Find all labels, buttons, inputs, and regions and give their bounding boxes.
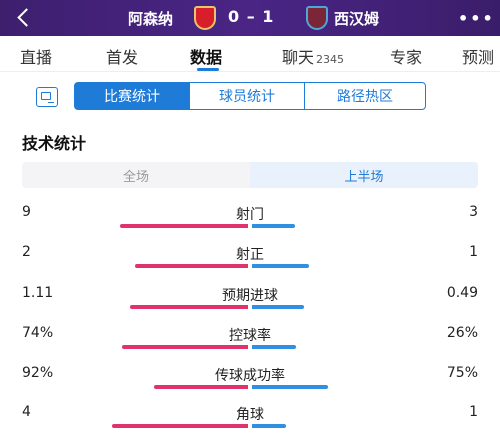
stat-home-value: 2 — [22, 244, 31, 260]
more-icon[interactable]: ••• — [458, 9, 495, 28]
away-bar — [252, 224, 295, 228]
stat-away-value: 75% — [446, 365, 478, 381]
stat-home-value: 1.11 — [22, 285, 54, 301]
home-bar — [122, 345, 248, 349]
stat-label: 角球 — [236, 407, 264, 423]
stat-row: 92% 传球成功率 75% — [0, 365, 500, 405]
match-header: 阿森纳 0 – 1 西汉姆 ••• — [0, 0, 500, 36]
stat-row: 74% 控球率 26% — [0, 325, 500, 365]
match-score: 0 – 1 — [228, 7, 275, 26]
stat-home-value: 74% — [22, 325, 54, 341]
tab-prediction[interactable]: 预测 — [462, 48, 495, 67]
chat-count: 2345 — [316, 53, 345, 66]
tab-chat[interactable]: 聊天 2345 — [282, 48, 345, 67]
tab-live[interactable]: 直播 — [20, 48, 53, 67]
segment-heatmap[interactable]: 路径热区 — [304, 82, 426, 110]
tab-lineup[interactable]: 首发 — [106, 48, 139, 67]
away-bar — [252, 385, 328, 389]
screenshot-icon[interactable] — [36, 87, 58, 107]
home-bar — [120, 224, 248, 228]
back-arrow-icon[interactable] — [14, 7, 36, 29]
section-title: 技术统计 — [22, 134, 87, 153]
home-bar — [130, 305, 248, 309]
home-bar — [135, 264, 248, 268]
home-team-name: 阿森纳 — [128, 10, 174, 28]
stat-label: 传球成功率 — [215, 368, 285, 384]
stat-home-value: 4 — [22, 404, 31, 420]
stat-row: 2 射正 1 — [0, 244, 500, 284]
segment-match-stats[interactable]: 比赛统计 — [74, 82, 190, 110]
stat-row: 4 角球 1 — [0, 404, 500, 440]
away-bar — [252, 424, 286, 428]
period-full-match[interactable]: 全场 — [122, 169, 149, 185]
stat-home-value: 92% — [22, 365, 54, 381]
period-toggle: 全场 上半场 — [22, 162, 478, 188]
home-bar — [112, 424, 248, 428]
stat-home-value: 9 — [22, 204, 31, 220]
stat-row: 1.11 预期进球 0.49 — [0, 285, 500, 325]
away-bar — [252, 264, 309, 268]
stat-label: 射正 — [236, 247, 264, 263]
arsenal-crest-icon — [194, 6, 216, 30]
stat-label: 射门 — [236, 207, 264, 223]
stat-row: 9 射门 3 — [0, 204, 500, 244]
stat-away-value: 1 — [469, 404, 478, 420]
away-team-name: 西汉姆 — [334, 10, 380, 28]
active-tab-indicator — [197, 68, 219, 71]
stat-label: 预期进球 — [222, 288, 278, 304]
west-ham-crest-icon — [306, 6, 328, 30]
home-bar — [154, 385, 248, 389]
stat-label: 控球率 — [229, 328, 271, 344]
tab-data[interactable]: 数据 — [190, 48, 223, 67]
tab-experts[interactable]: 专家 — [390, 48, 423, 67]
tab-bar: 直播 首发 数据 聊天 2345 专家 预测 — [0, 36, 500, 72]
stat-away-value: 1 — [469, 244, 478, 260]
stat-away-value: 0.49 — [446, 285, 478, 301]
stat-away-value: 3 — [469, 204, 478, 220]
away-bar — [252, 345, 296, 349]
stat-away-value: 26% — [446, 325, 478, 341]
period-first-half[interactable]: 上半场 — [250, 162, 478, 188]
segment-player-stats[interactable]: 球员统计 — [189, 82, 305, 110]
away-bar — [252, 305, 304, 309]
